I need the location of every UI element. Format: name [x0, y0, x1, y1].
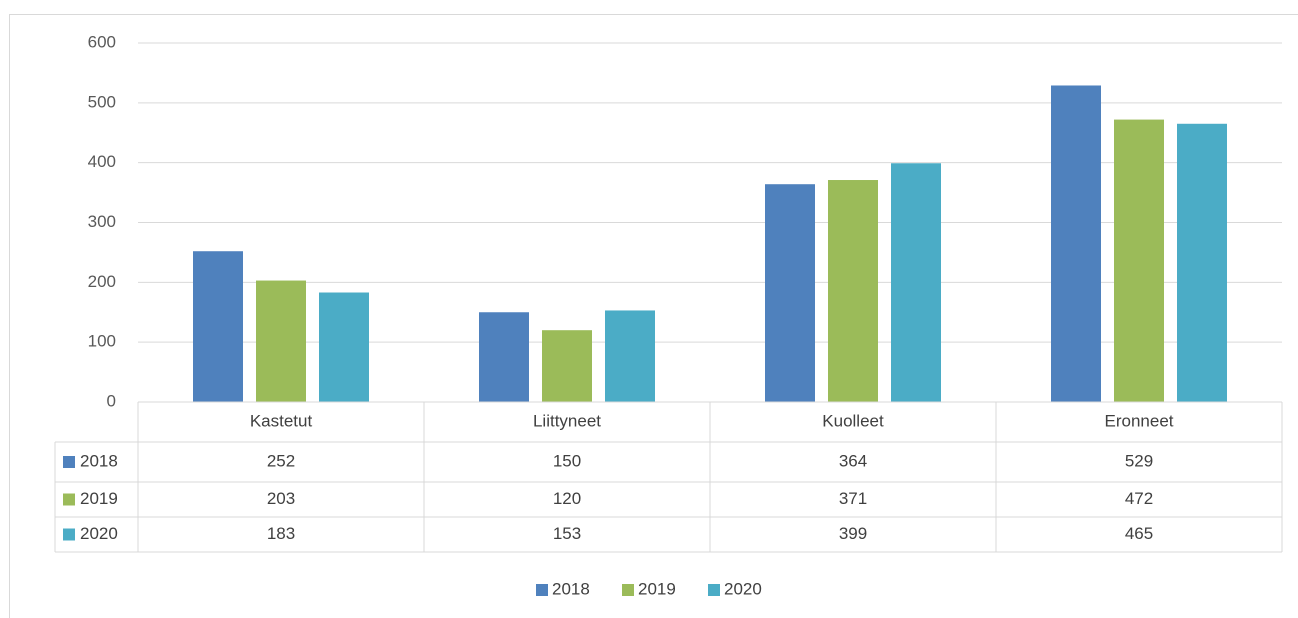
table-value: 183	[267, 524, 295, 543]
table-legend-key	[63, 528, 75, 541]
x-tick-label: Kastetut	[250, 411, 313, 430]
table-value: 252	[267, 451, 295, 470]
table-value: 529	[1125, 451, 1153, 470]
x-tick-label: Liittyneet	[533, 411, 601, 430]
bar	[256, 280, 306, 402]
y-tick-label: 200	[88, 272, 116, 291]
legend-key	[536, 584, 548, 596]
y-tick-label: 600	[88, 32, 116, 51]
table-value: 364	[839, 451, 867, 470]
table-value: 150	[553, 451, 581, 470]
table-series-name: 2018	[80, 451, 118, 470]
y-tick-label: 300	[88, 212, 116, 231]
table-value: 465	[1125, 524, 1153, 543]
y-tick-label: 0	[107, 391, 116, 410]
bar	[1177, 123, 1227, 403]
table-series-name: 2020	[80, 524, 118, 543]
table-value: 120	[553, 489, 581, 508]
y-tick-label: 100	[88, 332, 116, 351]
bar	[605, 310, 655, 402]
chart-border	[9, 14, 1298, 618]
bar	[319, 292, 369, 402]
table-value: 153	[553, 524, 581, 543]
legend-key	[708, 584, 720, 596]
legend-key	[622, 584, 634, 596]
bar	[891, 163, 941, 402]
x-tick-label: Eronneet	[1105, 411, 1174, 430]
table-legend-key	[63, 493, 75, 506]
bar	[1051, 85, 1101, 403]
y-tick-label: 400	[88, 152, 116, 171]
bar	[828, 180, 878, 402]
legend-label: 2019	[638, 579, 676, 598]
x-tick-label: Kuolleet	[822, 411, 884, 430]
bar	[765, 184, 815, 402]
table-series-name: 2019	[80, 489, 118, 508]
bar	[1114, 119, 1164, 402]
legend-label: 2018	[552, 579, 590, 598]
table-value: 472	[1125, 489, 1153, 508]
y-tick-label: 500	[88, 92, 116, 111]
bar	[542, 330, 592, 402]
table-legend-key	[63, 456, 75, 468]
bar	[193, 251, 243, 402]
bar	[479, 312, 529, 402]
table-value: 203	[267, 489, 295, 508]
table-value: 399	[839, 524, 867, 543]
legend-label: 2020	[724, 579, 762, 598]
table-value: 371	[839, 489, 867, 508]
